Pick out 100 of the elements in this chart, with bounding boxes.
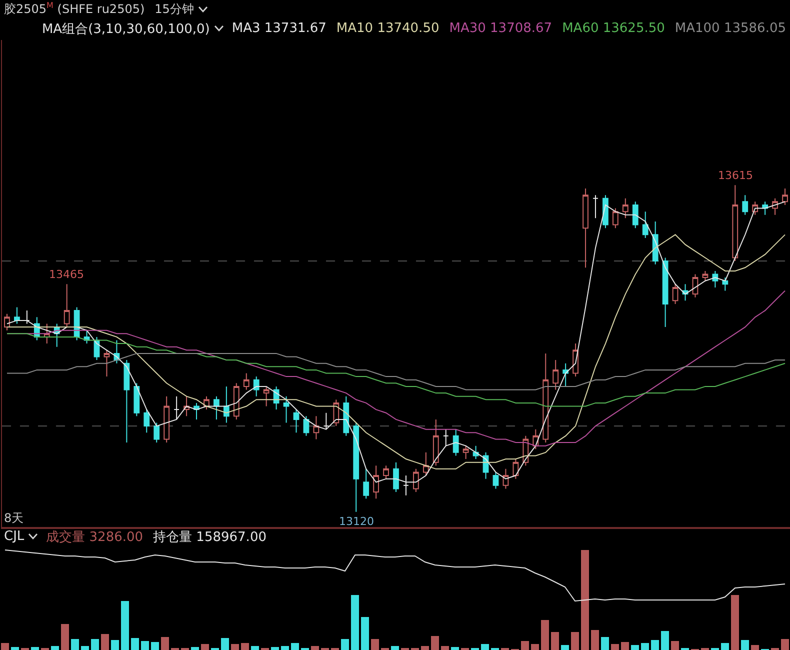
bar [31, 647, 39, 650]
candlestick [632, 201, 638, 229]
candlestick [542, 352, 549, 444]
candlestick [373, 465, 379, 500]
bar [741, 640, 749, 650]
candlestick [144, 409, 150, 434]
bar [51, 646, 59, 650]
candlestick [612, 208, 618, 229]
bar [451, 647, 459, 650]
candlestick [662, 257, 668, 328]
bar [1, 643, 9, 650]
bar [531, 644, 539, 650]
bar [231, 644, 239, 650]
bar [551, 632, 559, 650]
candlestick [253, 376, 260, 397]
bar [81, 646, 89, 650]
bar [151, 642, 159, 650]
candlestick [562, 362, 569, 387]
bar [421, 646, 429, 650]
legend-title: CJL [4, 529, 24, 544]
candlestick [622, 198, 628, 219]
candlestick [422, 452, 429, 476]
candlestick [104, 350, 110, 378]
bar [651, 640, 659, 650]
bar [311, 646, 319, 650]
bar [361, 617, 369, 650]
candlestick [64, 284, 70, 328]
bar [561, 645, 569, 650]
candlestick [124, 360, 130, 444]
annotation: 13465 [49, 268, 84, 281]
bar [641, 643, 649, 650]
bar [101, 634, 109, 650]
candlestick [492, 472, 499, 490]
candlestick [672, 284, 678, 304]
bar [351, 595, 359, 650]
bar [781, 639, 789, 650]
bar [291, 643, 299, 650]
bar [161, 637, 169, 650]
bar [721, 643, 729, 650]
candlestick [263, 386, 270, 407]
candlestick [353, 422, 360, 512]
bar [251, 646, 259, 650]
bar [751, 645, 759, 650]
candlestick [24, 310, 30, 324]
text: MA100 13586.05 [674, 21, 786, 36]
candlestick [413, 468, 419, 493]
chart-subtitle: 15分钟 [154, 1, 194, 18]
candlestick [383, 465, 389, 480]
bar [661, 631, 669, 650]
bar [611, 644, 619, 650]
bar [271, 647, 279, 650]
bar [591, 630, 599, 650]
annotation: 8天 [4, 511, 24, 525]
candlestick [293, 409, 300, 434]
bar [221, 638, 229, 650]
candlestick [14, 306, 20, 324]
candlestick [233, 382, 240, 420]
annotation: 13615 [718, 169, 753, 182]
candlestick [164, 396, 170, 444]
bar [191, 647, 199, 650]
bar [601, 637, 609, 650]
bar [371, 639, 379, 650]
candlestick [134, 382, 140, 417]
candlestick [592, 194, 598, 219]
bar [61, 624, 69, 650]
candlestick [642, 211, 648, 238]
bar [121, 601, 129, 650]
bar [541, 620, 549, 650]
candlestick [343, 396, 350, 436]
text: MA3 13731.67 [232, 21, 326, 36]
candlestick [742, 194, 748, 216]
bar [441, 646, 449, 650]
bar [91, 639, 99, 650]
bar [671, 641, 679, 650]
bar [201, 644, 209, 650]
text: MA30 13708.67 [449, 21, 552, 36]
bar [481, 644, 489, 650]
candlestick [313, 416, 320, 440]
candlestick [732, 184, 738, 262]
text: MA60 13625.50 [562, 21, 665, 36]
candlestick [223, 386, 230, 424]
bar [581, 550, 589, 650]
bar [281, 646, 289, 650]
candlestick [214, 396, 220, 420]
bar [391, 646, 399, 650]
bar [631, 645, 639, 650]
candlestick [154, 422, 160, 444]
bar [571, 632, 579, 650]
bar [241, 643, 249, 650]
bar [11, 647, 19, 650]
bar [431, 636, 439, 650]
candlestick [722, 277, 728, 292]
bar [71, 639, 79, 650]
text: 成交量 3286.00 [46, 528, 144, 546]
annotation: 13120 [339, 515, 374, 528]
chart-title: 胶2505$^{M}$ (SHFE ru2505) [4, 1, 145, 18]
series-label: 持仓量 158967.00 [153, 528, 266, 546]
candlestick [243, 372, 250, 390]
bar [731, 595, 739, 650]
candlestick [462, 445, 469, 460]
